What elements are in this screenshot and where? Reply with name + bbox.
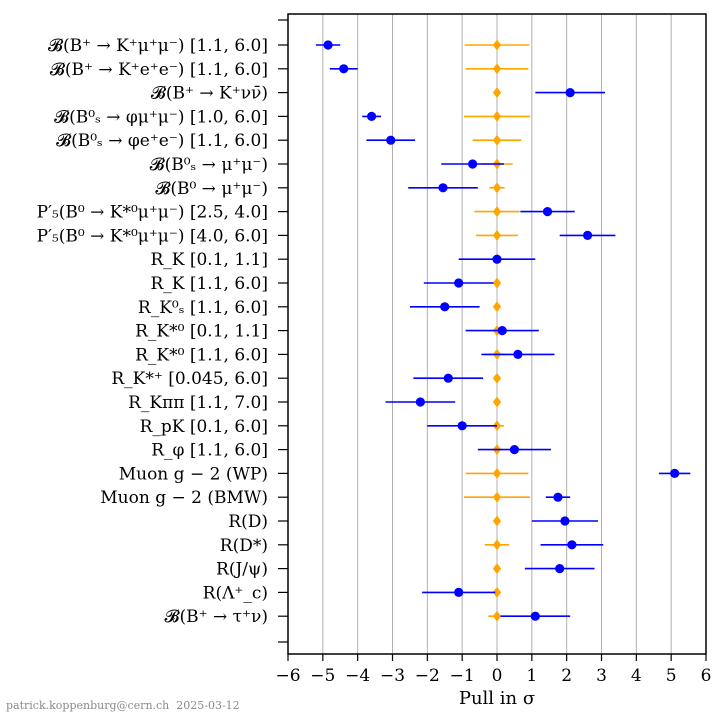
x-tick-label: 1 [526,666,537,686]
measurement-point [454,278,464,288]
row-label: 𝓑(B⁺ → K⁺e⁺e⁻) [1.1, 6.0] [50,60,268,80]
prediction-marker [492,610,502,622]
measurement-point [415,397,425,407]
row-label: Muon g − 2 (WP) [119,464,268,484]
x-tick-label: 5 [666,666,677,686]
measurement-point [339,64,349,74]
row-label: 𝓑(B⁺ → K⁺μ⁺μ⁻) [1.1, 6.0] [48,36,268,56]
measurement-point [555,564,565,574]
x-tick-label: −6 [275,666,300,686]
prediction-marker [492,229,502,241]
x-tick-label: −3 [380,666,405,686]
measurement-point [582,230,593,240]
prediction-marker [492,301,502,313]
x-tick-label: −4 [345,666,370,686]
row-label: R_Kππ [1.1, 7.0] [128,393,268,413]
measurement-point [509,445,520,455]
prediction-marker [492,182,502,194]
row-label: R_K*⁰ [0.1, 1.1] [135,322,268,342]
footer-credit: patrick.koppenburg@cern.ch 2025-03-12 [6,699,240,712]
prediction-marker [492,467,502,479]
measurement-point [386,135,396,145]
row-label: R_K⁰ₛ [1.1, 6.0] [138,298,268,318]
row-label: P′₅(B⁰ → K*⁰μ⁺μ⁻) [4.0, 6.0] [37,226,268,246]
prediction-marker [492,515,502,527]
prediction-marker [492,586,502,598]
row-label: Muon g − 2 (BMW) [100,488,268,508]
y-axis: 𝓑(B⁺ → K⁺μ⁺μ⁻) [1.1, 6.0] 𝓑(B⁺ → K⁺e⁺e⁻) … [37,19,288,643]
x-tick-label: 6 [701,666,712,686]
measurement-point [670,468,680,478]
row-label: P′₅(B⁰ → K*⁰μ⁺μ⁻) [2.5, 4.0] [37,203,268,223]
row-label: 𝓑(B⁰ₛ → μ⁺μ⁻) [150,155,268,175]
row-label: R_K [1.1, 6.0] [150,274,268,294]
measurement-point [440,302,450,312]
row-label: 𝓑(B⁰ → μ⁺μ⁻) [155,179,268,199]
row-label: 𝓑(B⁺ → τ⁺ν) [165,607,269,627]
measurement-point [553,492,563,502]
prediction-marker [492,396,502,408]
prediction-marker [492,539,502,551]
prediction-marker [492,563,502,575]
x-tick-label: −1 [450,666,475,686]
prediction-marker [492,206,502,218]
measurement-point [560,516,570,526]
row-label: R_φ [1.1, 6.0] [151,441,268,461]
measurement-point [443,373,453,383]
measurement-point [367,111,377,121]
x-tick-label: −2 [415,666,440,686]
prediction-marker [492,39,502,51]
prediction-marker [492,110,502,122]
measurement-point [530,611,540,621]
prediction-marker [492,87,502,99]
x-tick-label: −5 [310,666,335,686]
prediction-marker [492,372,502,384]
x-axis: −6 −5 −4 −3 −2 −1 0 1 2 3 4 5 6 [275,654,711,686]
x-tick-label: 2 [561,666,572,686]
measurement-point [323,40,333,50]
row-label: 𝓑(B⁺ → K⁺νν̄) [151,84,268,104]
measurement-point [454,587,464,598]
measurement-markers [315,40,691,621]
prediction-marker [492,277,502,289]
row-label: R(Λ⁺_c) [203,583,268,603]
measurement-point [492,254,502,264]
x-tick-label: 4 [631,666,642,686]
measurement-point [565,88,575,98]
row-label: 𝓑(B⁰ₛ → φμ⁺μ⁻) [1.0, 6.0] [54,107,268,127]
x-axis-title: Pull in σ [459,688,535,709]
x-tick-label: 0 [492,666,503,686]
row-label: R(J/ψ) [216,560,268,580]
measurement-point [513,349,523,359]
measurement-point [567,540,577,550]
prediction-marker [492,63,502,75]
row-label: R_K*⁺ [0.045, 6.0] [111,369,268,389]
prediction-marker [492,134,502,146]
measurement-point [542,207,553,217]
measurement-point [438,183,448,193]
row-label: R_K*⁰ [1.1, 6.0] [135,345,268,365]
row-label: R_pK [0.1, 6.0] [140,417,268,437]
measurement-point [457,421,467,431]
row-label: R(D*) [220,536,268,556]
prediction-marker [492,491,502,503]
measurement-point [468,159,478,169]
row-label: R_K [0.1, 1.1] [150,250,268,270]
row-label: R(D) [228,512,268,532]
row-label: 𝓑(B⁰ₛ → φe⁺e⁻) [1.1, 6.0] [56,131,268,151]
x-tick-label: 3 [596,666,607,686]
measurement-point [497,326,507,336]
